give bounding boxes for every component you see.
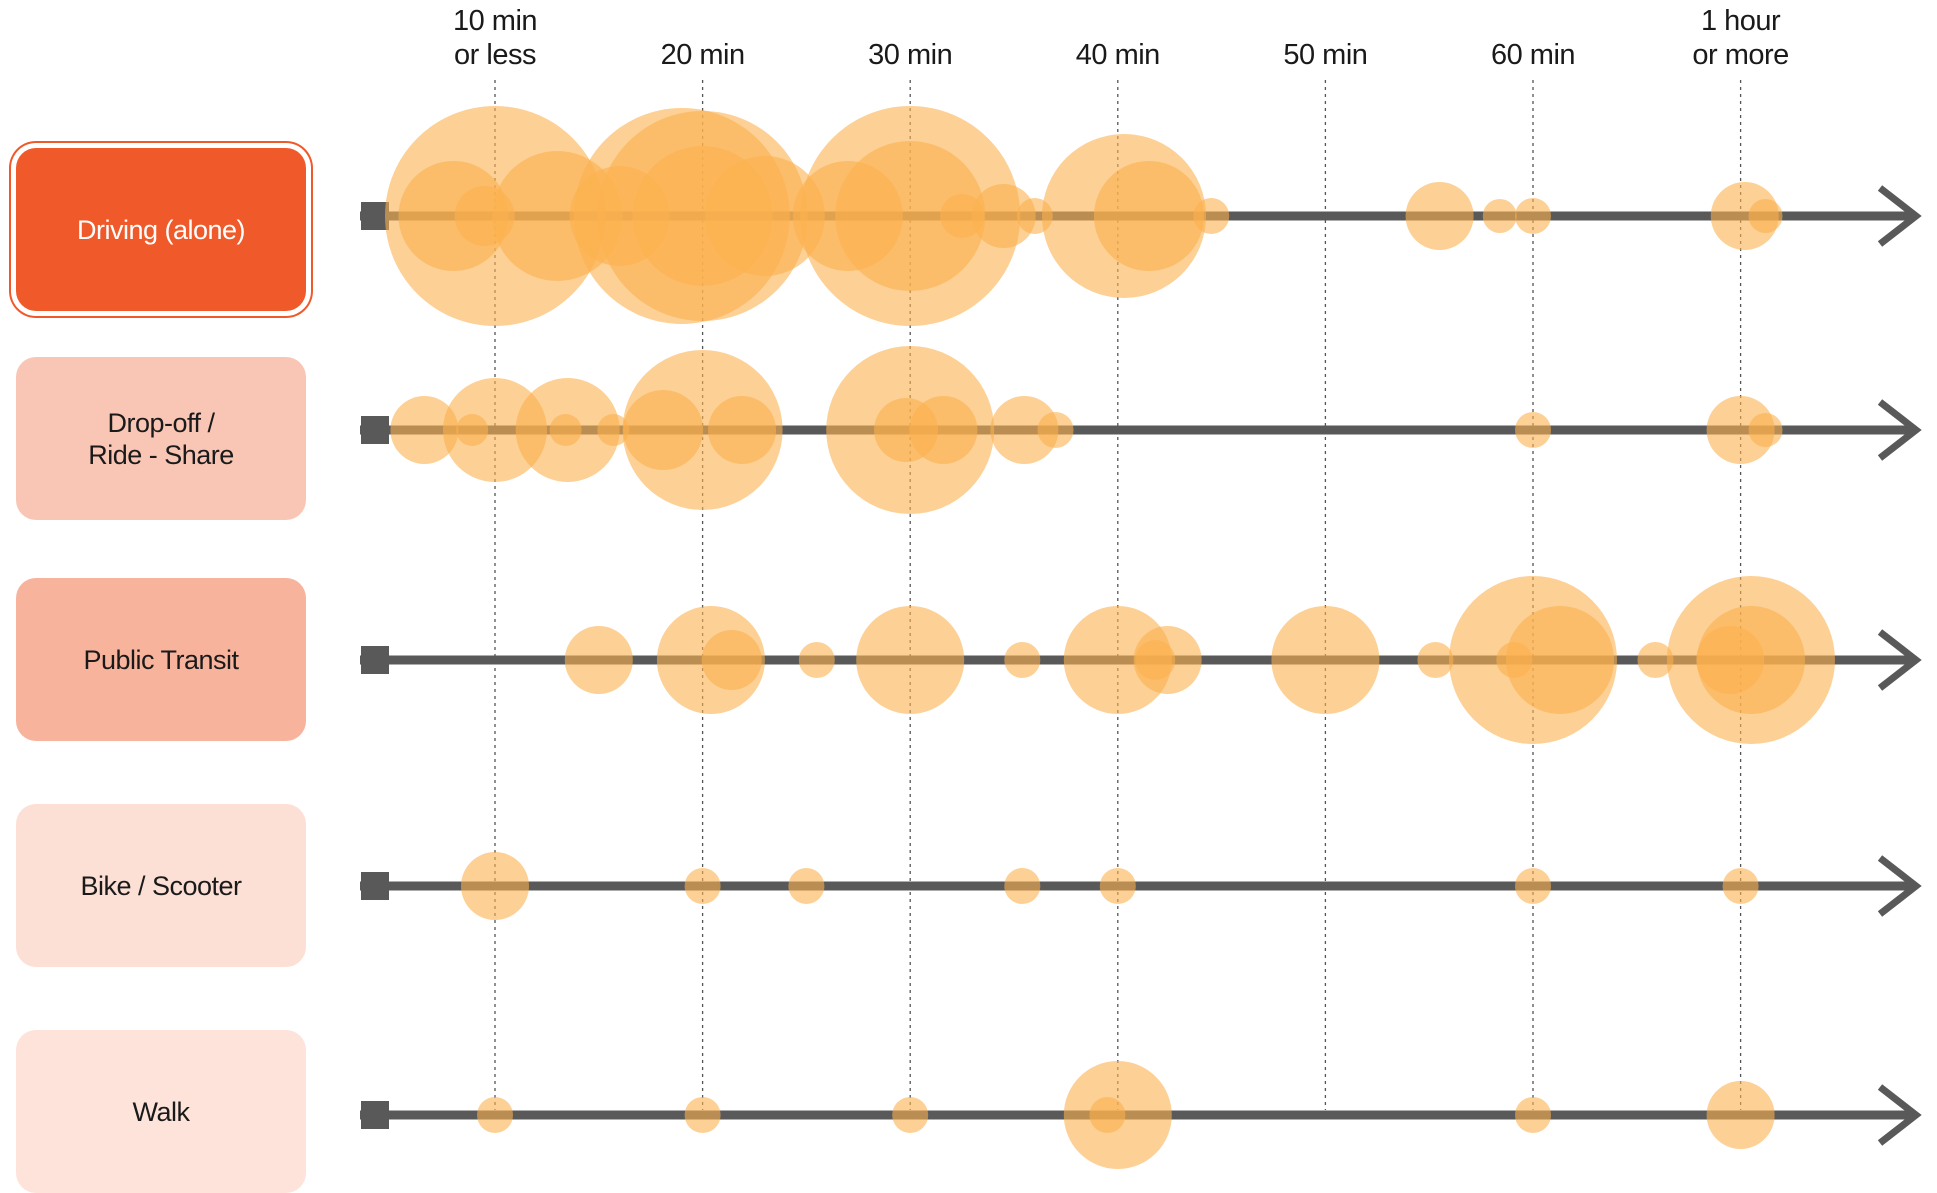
data-bubble [1515, 198, 1551, 234]
data-bubble [1037, 412, 1074, 448]
data-bubble [1710, 182, 1779, 250]
data-bubble [477, 1097, 513, 1133]
data-bubble [1722, 868, 1759, 904]
data-bubble [874, 398, 939, 462]
timeline-start-marker [361, 646, 389, 674]
category-label: Public Transit [83, 644, 239, 675]
data-bubble [1417, 642, 1454, 678]
data-bubble [1706, 1081, 1775, 1149]
data-bubble [1135, 640, 1176, 680]
category-box: Driving (alone) [16, 148, 306, 311]
x-tick-label: 1 hour or more [1692, 5, 1789, 71]
category-label: Driving (alone) [76, 214, 246, 245]
data-bubble [788, 868, 825, 904]
data-bubble [1748, 413, 1783, 447]
data-bubble [1505, 606, 1614, 714]
data-bubble [1482, 199, 1517, 233]
data-bubble [940, 194, 985, 238]
data-bubble [1696, 626, 1765, 694]
timeline-start-marker [361, 1101, 389, 1129]
data-bubble [990, 396, 1059, 464]
data-bubble [1004, 642, 1041, 678]
x-tick-label: 60 min [1490, 39, 1576, 71]
arrow-head-icon [1877, 399, 1922, 461]
data-bubble [1515, 412, 1551, 448]
x-tick-label: 30 min [868, 39, 953, 71]
data-bubble [708, 396, 777, 464]
data-bubble [684, 868, 721, 904]
data-bubble [456, 414, 489, 446]
data-bubble [1748, 199, 1783, 233]
timeline-start-marker [361, 416, 389, 444]
data-bubble [1004, 868, 1041, 904]
data-bubble [549, 414, 582, 446]
category-box: Public Transit [16, 578, 306, 741]
data-bubble [1637, 642, 1674, 678]
data-bubble [684, 1097, 721, 1133]
data-bubble [1515, 1097, 1551, 1133]
data-bubble [1271, 606, 1380, 714]
x-tick-label: 10 min or less [452, 5, 538, 71]
data-bubble [1193, 198, 1230, 234]
data-bubble [1063, 606, 1172, 714]
data-bubble [892, 1097, 929, 1133]
timeline-start-marker [361, 872, 389, 900]
data-bubble [971, 184, 1036, 248]
data-bubble [798, 642, 835, 678]
arrow-head-icon [1877, 629, 1922, 691]
data-bubble [1099, 868, 1136, 904]
data-bubble [1089, 1097, 1126, 1133]
data-bubble [390, 396, 459, 464]
data-bubble [856, 606, 965, 714]
data-bubble [1706, 396, 1775, 464]
timeline-start-marker [361, 202, 389, 230]
data-bubble [1515, 868, 1551, 904]
x-tick-label: 50 min [1283, 39, 1368, 71]
category-box: Bike / Scooter [16, 804, 306, 967]
data-bubble [443, 378, 547, 482]
data-bubble [701, 630, 762, 690]
category-box: Drop-off / Ride - Share [16, 357, 306, 520]
category-label: Bike / Scooter [80, 870, 242, 901]
x-tick-label: 40 min [1075, 39, 1161, 71]
data-bubble [1405, 182, 1474, 250]
data-bubble [1093, 161, 1204, 271]
arrow-head-icon [1877, 185, 1922, 247]
arrow-head-icon [1877, 1084, 1922, 1146]
x-tick-label: 20 min [660, 39, 746, 71]
data-bubble [704, 156, 825, 276]
arrow-head-icon [1877, 855, 1922, 917]
data-bubble [461, 852, 529, 920]
data-bubble [1496, 642, 1533, 678]
data-bubble [623, 390, 704, 470]
data-bubble [597, 414, 630, 446]
category-box: Walk [16, 1030, 306, 1193]
category-label: Walk [132, 1096, 191, 1127]
data-bubble [835, 141, 986, 291]
category-label: Drop-off / Ride - Share [88, 407, 234, 470]
data-bubble [564, 626, 633, 694]
